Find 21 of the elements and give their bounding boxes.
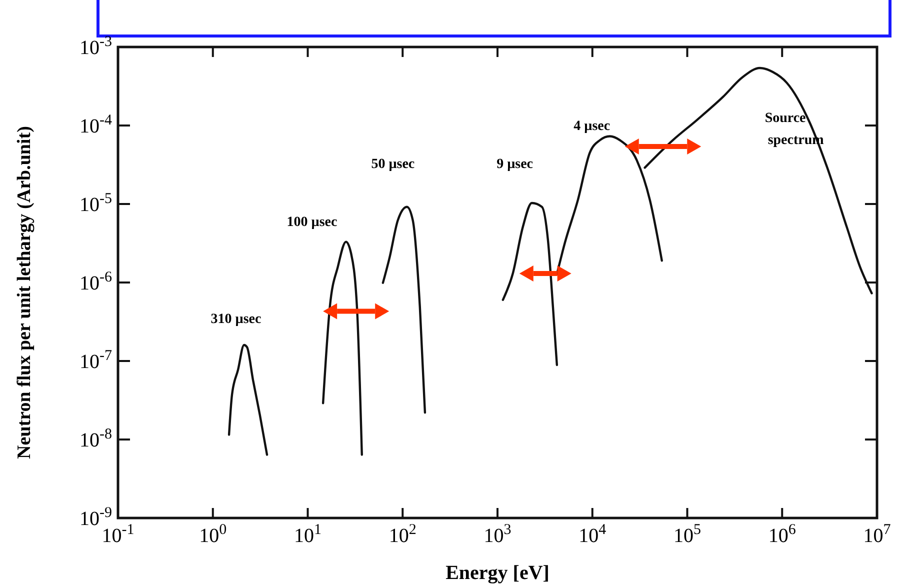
x-tick-label: 10$^{4}$ [578, 522, 607, 547]
series-label: 310 µsec [210, 312, 262, 327]
text: 9 µsec [496, 156, 534, 172]
x-tick-label: 10$^{2}$ [388, 522, 416, 547]
x-tick-label: 10$^{0}$ [199, 522, 227, 547]
series-label: 4 µsec [574, 119, 610, 134]
y-tick-label: 10$^{-8}$ [80, 426, 112, 452]
x-tick-label: 10$^{1}$ [294, 522, 322, 547]
y-tick-label: 10$^{-7}$ [80, 348, 112, 373]
y-tick-label: 10$^{-5}$ [80, 191, 112, 216]
x-axis-title: Energy [eV] [446, 562, 550, 584]
y-tick-label: 10$^{-3}$ [80, 34, 112, 59]
x-tick-label: 10$^{3}$ [484, 522, 512, 547]
x-tick-label: 10$^{5}$ [674, 522, 701, 547]
text: 50 µsec [371, 156, 415, 172]
y-axis-title: Neutron flux per unit lethargy (Arb.unit) [14, 126, 35, 459]
series-label: 100 µsec [286, 214, 338, 230]
x-tick-label: 10$^{6}$ [768, 522, 796, 547]
x-tick-label: 10$^{7}$ [863, 522, 892, 547]
y-tick-label: 10$^{-6}$ [80, 270, 112, 294]
y-tick-label: 10$^{-4}$ [80, 112, 112, 138]
